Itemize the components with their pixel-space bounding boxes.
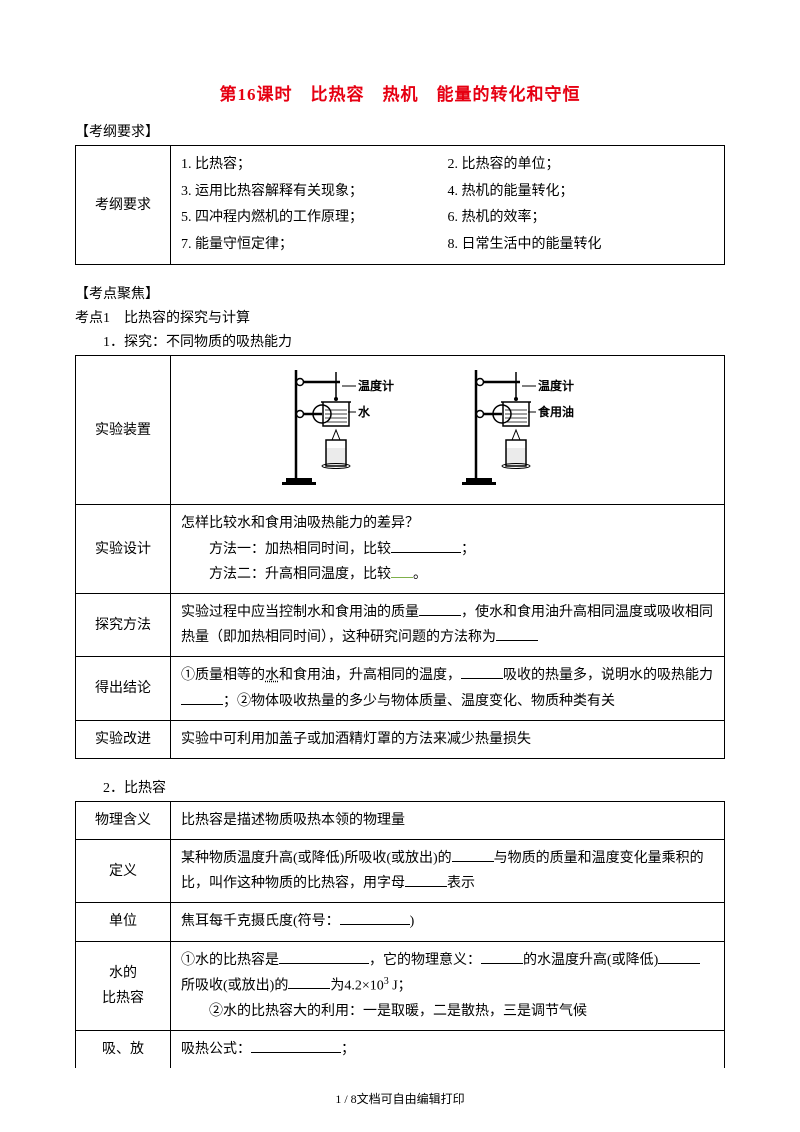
improve-content: 实验中可利用加盖子或加酒精灯罩的方法来减少热量损失: [171, 720, 725, 758]
page-title: 第16课时 比热容 热机 能量的转化和守恒: [75, 80, 725, 105]
table-row: 探究方法 实验过程中应当控制水和食用油的质量，使水和食用油升高相同温度或吸收相同…: [76, 593, 725, 656]
requirements-table: 考纲要求 1. 比热容；2. 比热容的单位； 3. 运用比热容解释有关现象；4.…: [75, 145, 725, 265]
requirements-content: 1. 比热容；2. 比热容的单位； 3. 运用比热容解释有关现象；4. 热机的能…: [171, 146, 725, 265]
table-row: 实验改进 实验中可利用加盖子或加酒精灯罩的方法来减少热量损失: [76, 720, 725, 758]
sub1-heading: 1．探究：不同物质的吸热能力: [75, 331, 725, 351]
table-row: 得出结论 ①质量相等的水和食用油，升高相同的温度，吸收的热量多，说明水的吸热能力…: [76, 657, 725, 720]
svg-text:温度计: 温度计: [358, 378, 394, 393]
table-row: 实验设计 怎样比较水和食用油吸热能力的差异？ 方法一：加热相同时间，比较； 方法…: [76, 505, 725, 594]
unit-content: 焦耳每千克摄氏度(符号：): [171, 903, 725, 941]
row-label-absorb: 吸、放: [76, 1030, 171, 1068]
row-label-unit: 单位: [76, 903, 171, 941]
design-content: 怎样比较水和食用油吸热能力的差异？ 方法一：加热相同时间，比较； 方法二：升高相…: [171, 505, 725, 594]
table-row: 吸、放 吸热公式：；: [76, 1030, 725, 1068]
water-content: ①水的比热容是，它的物理意义：的水温度升高(或降低)所吸收(或放出)的为4.2×…: [171, 941, 725, 1030]
meaning-content: 比热容是描述物质吸热本领的物理量: [171, 801, 725, 839]
specific-heat-table: 物理含义 比热容是描述物质吸热本领的物理量 定义 某种物质温度升高(或降低)所吸…: [75, 801, 725, 1068]
row-label-method: 探究方法: [76, 593, 171, 656]
absorb-content: 吸热公式：；: [171, 1030, 725, 1068]
svg-text:食用油: 食用油: [537, 404, 574, 419]
sub2-heading: 2．比热容: [75, 777, 725, 797]
apparatus-diagram-cell: 温度计 水: [171, 356, 725, 505]
row-label-improve: 实验改进: [76, 720, 171, 758]
section-keypoints-label: 【考点聚焦】: [75, 283, 725, 303]
row-label-definition: 定义: [76, 840, 171, 903]
method-content: 实验过程中应当控制水和食用油的质量，使水和食用油升高相同温度或吸收相同热量（即加…: [171, 593, 725, 656]
apparatus-water-diagram: 温度计 水: [278, 370, 428, 490]
table-row: 定义 某种物质温度升高(或降低)所吸收(或放出)的与物质的质量和温度变化量乘积的…: [76, 840, 725, 903]
experiment-table: 实验装置: [75, 355, 725, 759]
keypoint-1-heading: 考点1 比热容的探究与计算: [75, 307, 725, 327]
row-label-meaning: 物理含义: [76, 801, 171, 839]
row-label-design: 实验设计: [76, 505, 171, 594]
svg-text:水: 水: [358, 404, 371, 419]
row-label-water: 水的 比热容: [76, 941, 171, 1030]
svg-text:温度计: 温度计: [538, 378, 574, 393]
row-label-apparatus: 实验装置: [76, 356, 171, 505]
table-row: 物理含义 比热容是描述物质吸热本领的物理量: [76, 801, 725, 839]
apparatus-oil-diagram: 温度计 食用油: [458, 370, 618, 490]
page-footer: 1 / 8文档可自由编辑打印: [0, 1090, 800, 1107]
table-row: 单位 焦耳每千克摄氏度(符号：): [76, 903, 725, 941]
row-label-conclusion: 得出结论: [76, 657, 171, 720]
definition-content: 某种物质温度升高(或降低)所吸收(或放出)的与物质的质量和温度变化量乘积的比，叫…: [171, 840, 725, 903]
requirements-row-label: 考纲要求: [76, 146, 171, 265]
table-row: 实验装置: [76, 356, 725, 505]
table-row: 水的 比热容 ①水的比热容是，它的物理意义：的水温度升高(或降低)所吸收(或放出…: [76, 941, 725, 1030]
conclusion-content: ①质量相等的水和食用油，升高相同的温度，吸收的热量多，说明水的吸热能力；②物体吸…: [171, 657, 725, 720]
section-exam-requirements-label: 【考纲要求】: [75, 121, 725, 141]
